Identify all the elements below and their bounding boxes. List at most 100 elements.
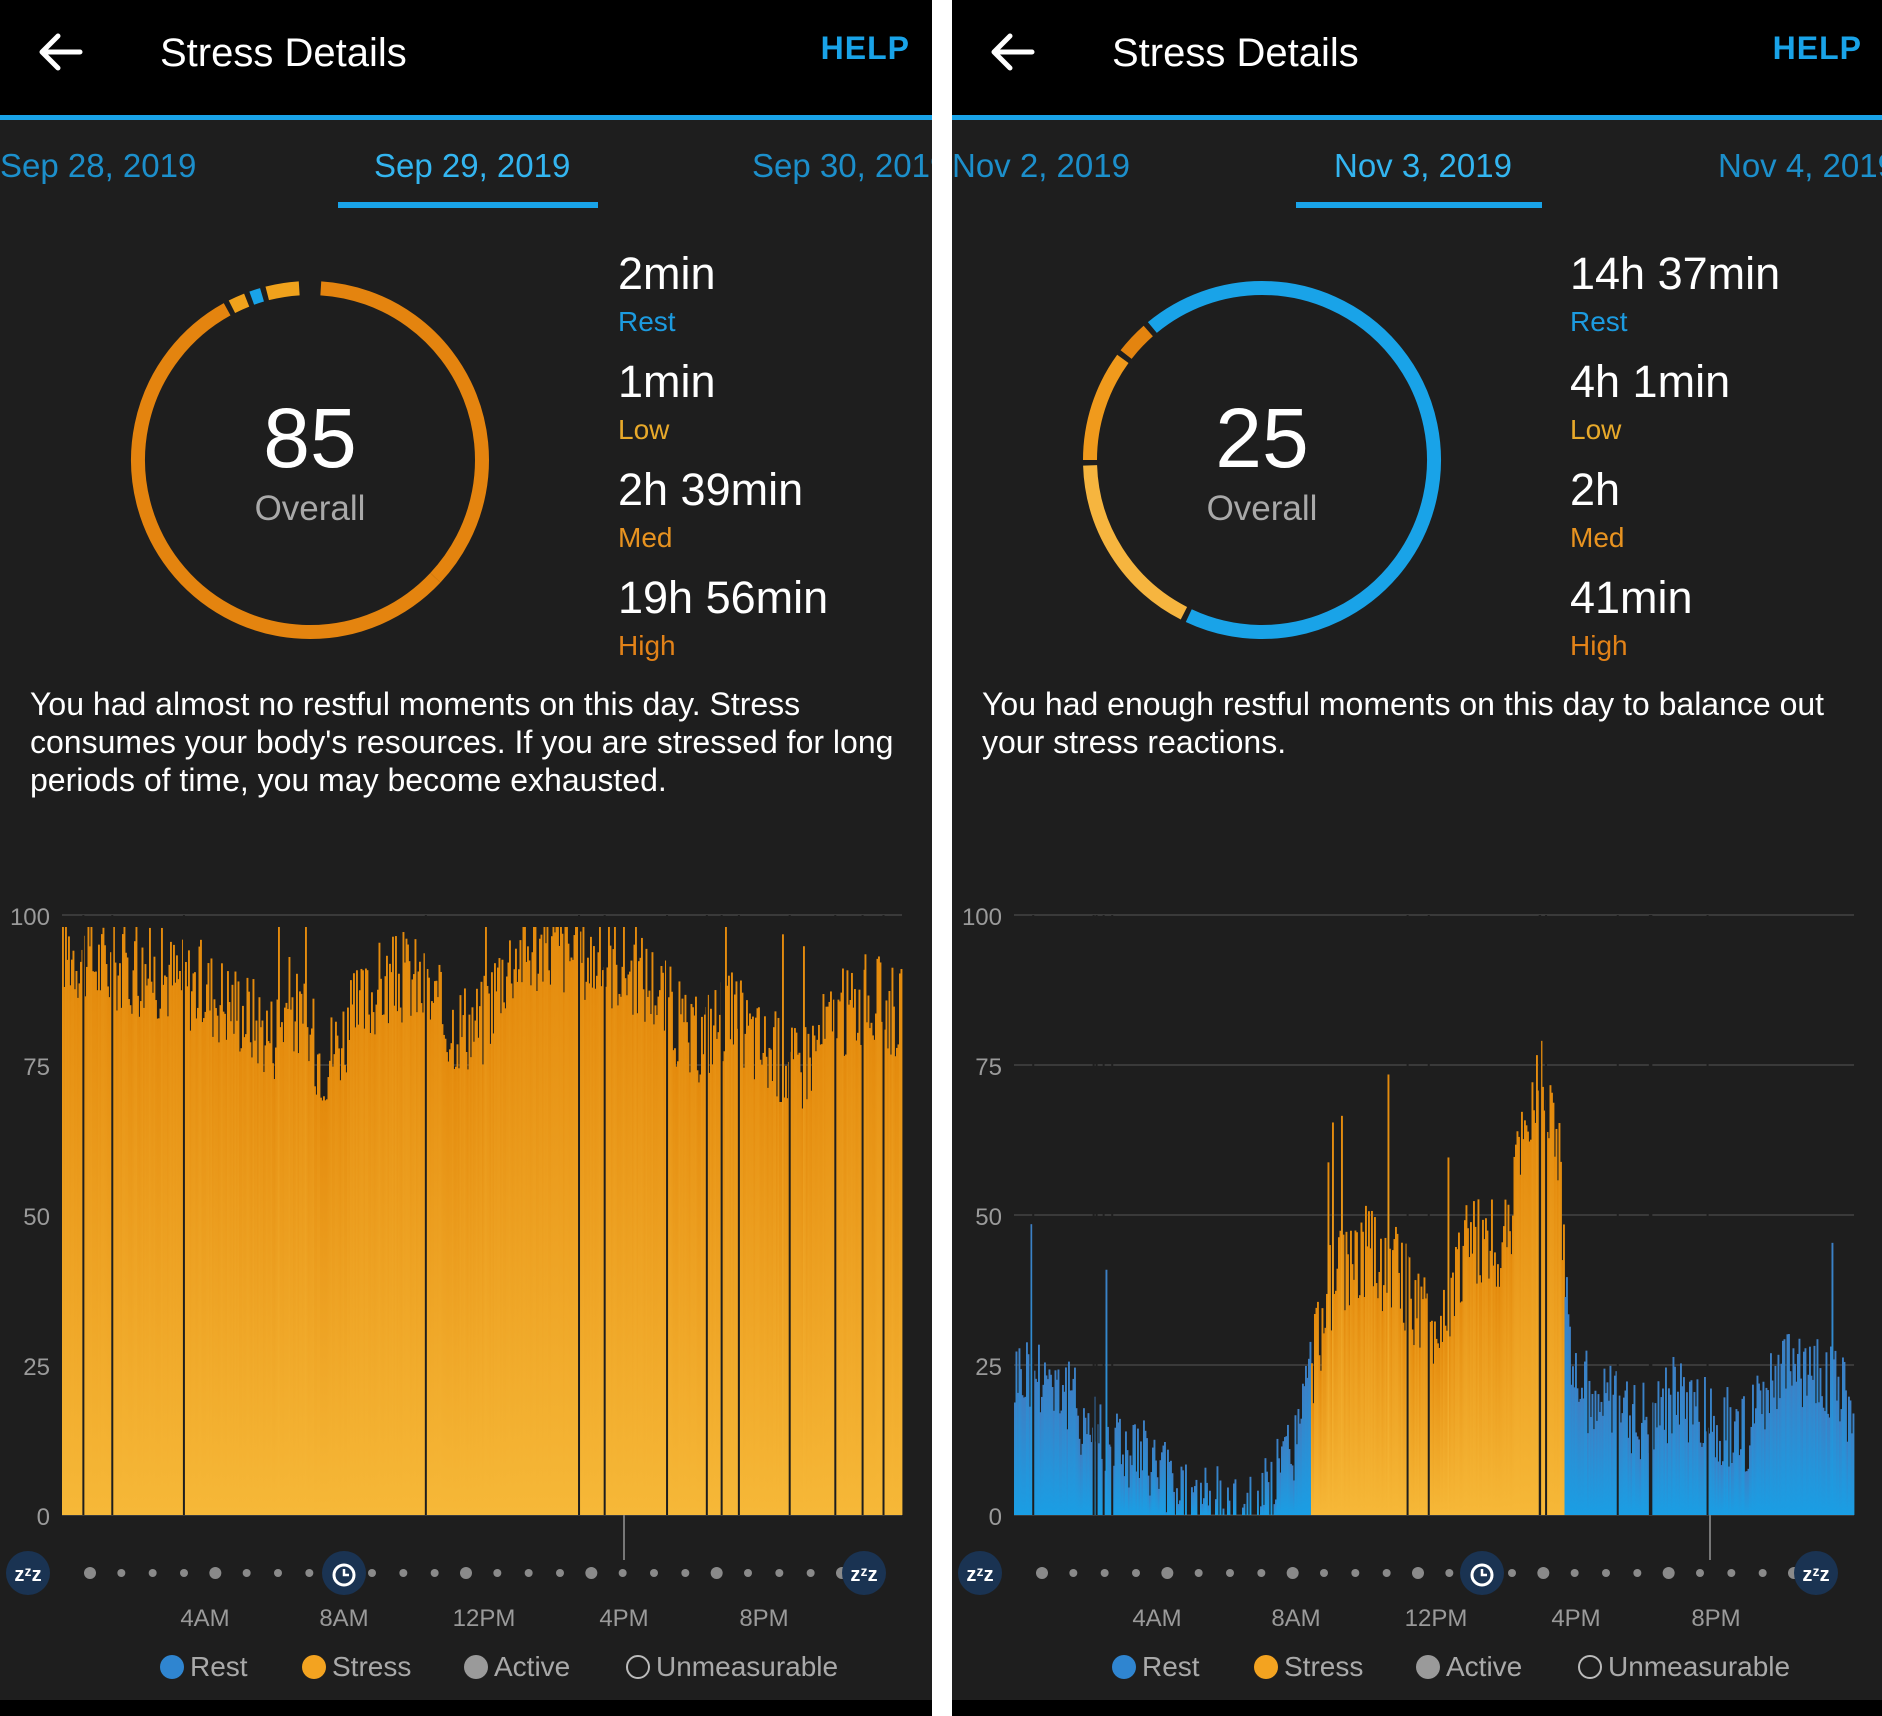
stress-bar	[272, 1063, 274, 1515]
stress-bar	[1671, 1433, 1673, 1515]
stress-bar	[1729, 1407, 1732, 1515]
timeline-dot	[1351, 1569, 1360, 1577]
stress-bar	[1849, 1400, 1852, 1515]
timeline-dot	[1382, 1569, 1391, 1577]
stress-bar	[1771, 1380, 1774, 1515]
app-header: Stress Details HELP	[952, 0, 1882, 115]
stress-bar	[1164, 1442, 1166, 1515]
stress-bar	[1555, 1128, 1558, 1515]
stress-bar	[1746, 1471, 1748, 1515]
stress-details-panel-sep: Stress Details HELP Sep 28, 2019 Sep 29,…	[0, 0, 932, 1716]
stress-bar	[260, 1027, 262, 1515]
stress-bar	[1387, 1074, 1390, 1515]
stress-bar	[1680, 1363, 1682, 1515]
stress-bar	[777, 1017, 780, 1515]
ring-segment	[265, 281, 300, 301]
stress-bar	[1570, 1384, 1573, 1515]
timeline-dot	[1036, 1567, 1048, 1579]
help-button[interactable]: HELP	[820, 30, 910, 66]
stress-bar	[1663, 1429, 1666, 1515]
stress-bar	[660, 965, 663, 1515]
stress-bar	[228, 1002, 231, 1515]
stress-bar	[639, 957, 642, 1515]
stress-bar	[1843, 1361, 1846, 1515]
stress-bar	[452, 1009, 454, 1515]
stress-bar	[1687, 1442, 1690, 1515]
unmeasurable-dot-icon	[626, 1655, 650, 1679]
back-arrow-icon[interactable]	[30, 22, 90, 82]
stress-bar	[746, 1000, 748, 1515]
panel-divider	[932, 0, 952, 1716]
stress-bar	[1485, 1218, 1487, 1515]
stress-bar	[1627, 1437, 1630, 1515]
stress-bar	[1741, 1398, 1744, 1515]
stress-bar	[137, 995, 139, 1515]
stress-bar	[167, 1016, 169, 1515]
stress-bar	[1074, 1367, 1076, 1515]
tab-next-date[interactable]: Nov 4, 2019	[1718, 147, 1882, 184]
stress-bar	[422, 1012, 424, 1515]
stress-bar	[1573, 1387, 1576, 1515]
stress-bar	[1063, 1391, 1066, 1515]
back-arrow-icon[interactable]	[982, 22, 1042, 82]
stress-bar	[681, 998, 684, 1515]
stress-bar	[161, 927, 163, 1515]
stress-bar	[893, 1006, 895, 1515]
stress-bar	[875, 1013, 877, 1515]
stress-bar	[1566, 1277, 1568, 1515]
stress-bar	[1686, 1392, 1688, 1515]
stress-bar	[1837, 1376, 1840, 1515]
stress-bar	[782, 934, 784, 1515]
stress-bar	[263, 1072, 265, 1515]
stress-bar	[597, 952, 600, 1515]
stress-bar	[1704, 1377, 1706, 1515]
stress-bar	[779, 1101, 781, 1515]
stress-bar	[1338, 1237, 1340, 1515]
stress-bar	[1330, 1330, 1333, 1515]
stress-bar	[1765, 1387, 1768, 1515]
stress-bar	[162, 984, 165, 1515]
stress-bar	[1243, 1503, 1246, 1515]
stress-bar	[1395, 1226, 1397, 1515]
stress-bar	[1758, 1383, 1760, 1515]
stress-bar	[1647, 1434, 1649, 1515]
tab-next-date[interactable]: Sep 30, 2019	[752, 147, 932, 184]
stress-bar	[459, 995, 462, 1515]
stress-bar	[708, 1072, 711, 1515]
stress-bar	[773, 1027, 775, 1515]
stress-bar	[1195, 1479, 1198, 1515]
stress-bar	[1839, 1421, 1841, 1515]
stress-bar	[1377, 1298, 1379, 1515]
stress-bar	[1216, 1466, 1219, 1515]
stress-bar	[759, 1059, 762, 1515]
stress-bar	[1296, 1444, 1298, 1515]
stress-bar	[1099, 1404, 1102, 1515]
stress-bar	[1599, 1411, 1601, 1515]
high-duration: 19h 56min	[618, 572, 829, 623]
stress-bar	[297, 1053, 300, 1515]
tab-current-date[interactable]: Sep 29, 2019	[374, 147, 571, 184]
stress-bar	[1528, 1141, 1531, 1515]
tab-current-date[interactable]: Nov 3, 2019	[1334, 147, 1512, 184]
tab-prev-date[interactable]: Nov 2, 2019	[952, 147, 1130, 184]
stress-bar	[1446, 1330, 1448, 1515]
tab-prev-date[interactable]: Sep 28, 2019	[0, 147, 197, 184]
stress-bar	[714, 990, 717, 1515]
stress-bar	[753, 1079, 756, 1515]
stress-bar	[876, 958, 879, 1515]
help-button[interactable]: HELP	[1772, 30, 1862, 66]
stress-bar	[1708, 1433, 1711, 1515]
stress-bar	[669, 966, 672, 1515]
stress-bar	[1371, 1210, 1373, 1515]
low-label: Low	[1570, 414, 1622, 445]
stress-bar	[498, 958, 501, 1515]
stress-bar	[398, 973, 400, 1515]
stress-bar	[710, 1008, 712, 1515]
stress-bar	[872, 1035, 874, 1515]
stress-bar	[227, 971, 229, 1515]
stress-bar	[191, 991, 193, 1515]
svg-text:zᶻz: zᶻz	[850, 1564, 877, 1586]
stress-bar	[494, 963, 496, 1515]
stress-details-panel-nov: Stress Details HELP Nov 2, 2019 Nov 3, 2…	[952, 0, 1882, 1716]
stress-bar	[1576, 1388, 1579, 1515]
